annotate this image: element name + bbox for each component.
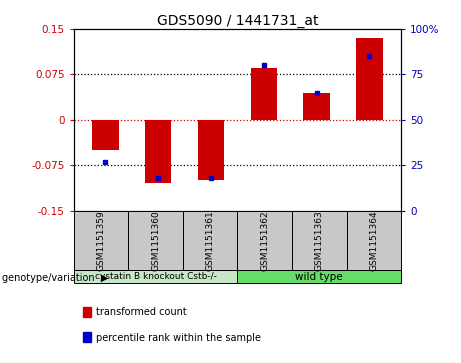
Bar <box>198 120 224 180</box>
Text: genotype/variation  ▶: genotype/variation ▶ <box>2 273 109 283</box>
Text: GSM1151363: GSM1151363 <box>315 210 324 271</box>
Bar <box>303 93 330 120</box>
Text: GSM1151361: GSM1151361 <box>206 210 215 271</box>
Bar <box>292 211 347 270</box>
Bar <box>347 211 401 270</box>
Bar <box>237 270 401 283</box>
Text: percentile rank within the sample: percentile rank within the sample <box>96 333 261 343</box>
Title: GDS5090 / 1441731_at: GDS5090 / 1441731_at <box>157 14 318 28</box>
Bar <box>74 270 237 283</box>
Bar <box>128 211 183 270</box>
Text: GSM1151362: GSM1151362 <box>260 210 269 271</box>
Bar <box>183 211 237 270</box>
Text: wild type: wild type <box>296 272 343 282</box>
Text: GSM1151364: GSM1151364 <box>369 210 378 271</box>
Text: cystatin B knockout Cstb-/-: cystatin B knockout Cstb-/- <box>95 272 217 281</box>
Bar <box>92 120 118 150</box>
Bar <box>237 211 292 270</box>
Bar <box>74 211 128 270</box>
Text: transformed count: transformed count <box>96 307 187 317</box>
Bar <box>356 38 383 120</box>
Text: GSM1151359: GSM1151359 <box>96 210 106 271</box>
Bar <box>145 120 171 183</box>
Text: GSM1151360: GSM1151360 <box>151 210 160 271</box>
Bar <box>251 68 277 120</box>
